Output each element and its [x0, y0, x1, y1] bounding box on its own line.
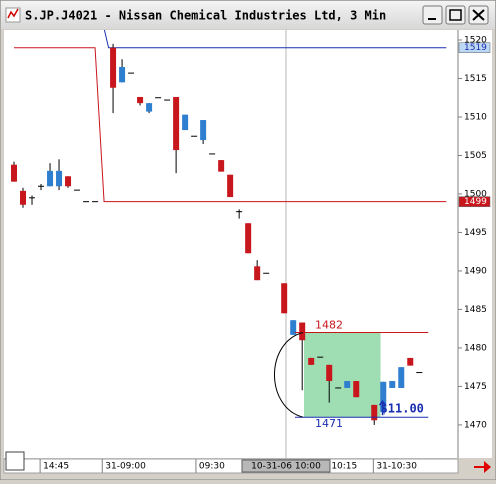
candle-body: [308, 357, 315, 365]
candle-body: [119, 66, 126, 83]
candle-body: [290, 320, 297, 335]
candle-body: [407, 357, 414, 366]
candle-body: [227, 174, 234, 198]
candle-body: [389, 381, 396, 388]
y-tick-label: 1475: [464, 382, 487, 392]
candle-body: [200, 120, 207, 141]
candle-body: [326, 364, 333, 382]
x-tick-label: 31-09:00: [105, 462, 146, 472]
candle-body: [65, 176, 72, 187]
minimize-button[interactable]: [422, 5, 443, 25]
axis-marker-box: [458, 196, 491, 207]
measure-box: [303, 332, 381, 418]
axis-marker-label: 1499: [464, 197, 487, 207]
y-tick-label: 1520: [464, 36, 487, 46]
x-tick-label: 09:30: [199, 462, 225, 472]
level-line: [14, 47, 447, 203]
measure-annotation: $11.00: [381, 402, 424, 416]
measure-bracket: [273, 332, 304, 418]
candle-body: [137, 96, 144, 104]
y-tick-label: 1505: [464, 151, 487, 161]
candle-body: [218, 160, 225, 172]
x-tick-label: 14:45: [43, 462, 69, 472]
candle-body: [353, 381, 360, 398]
y-tick-label: 1510: [464, 112, 487, 122]
axis-marker-label: 1519: [464, 43, 487, 53]
measure-arrow: [378, 399, 387, 416]
app-icon: [5, 7, 21, 23]
y-tick-label: 1490: [464, 266, 487, 276]
time-axis-strip: [3, 458, 459, 474]
measure-label: 1482: [315, 319, 343, 332]
cursor-label: 10-31-06 10:00: [251, 462, 321, 472]
candle-body: [56, 170, 63, 187]
plot: [11, 30, 447, 458]
y-tick-label: 1495: [464, 228, 487, 238]
cursor-label-box: [241, 459, 331, 473]
candle-body: [281, 283, 288, 314]
candle-body: [173, 96, 180, 151]
candle-body: [254, 266, 261, 281]
x-tick-label: 10:15: [331, 462, 357, 472]
y-tick-label: 1500: [464, 189, 487, 199]
y-tick-label: 1480: [464, 343, 487, 353]
candle-body: [20, 190, 27, 205]
candle-body: [182, 114, 189, 131]
candle-body: [245, 223, 252, 254]
axis-marker-box: [458, 42, 491, 53]
y-tick-label: 1470: [464, 420, 487, 430]
candle-body: [110, 47, 117, 88]
candle-body: [380, 381, 387, 412]
maximize-button[interactable]: [445, 5, 466, 25]
candle-body: [344, 381, 351, 388]
candle-body: [398, 367, 405, 388]
candle-body: [47, 170, 54, 187]
title-bar: [1, 1, 495, 29]
measure-label: 1471: [315, 417, 343, 430]
scroll-arrow[interactable]: [474, 461, 491, 473]
level-line: [103, 30, 447, 49]
candle-body: [11, 164, 18, 182]
y-tick-label: 1515: [464, 74, 487, 84]
y-tick-label: 1485: [464, 305, 487, 315]
corner-box[interactable]: [5, 451, 25, 471]
candle-body: [371, 404, 378, 421]
x-tick-label: 31-10:30: [376, 462, 417, 472]
window-title: S.JP.J4021 - Nissan Chemical Industries …: [25, 9, 386, 23]
candle-body: [146, 103, 153, 112]
close-button[interactable]: [468, 5, 489, 25]
candle-body: [299, 322, 306, 341]
